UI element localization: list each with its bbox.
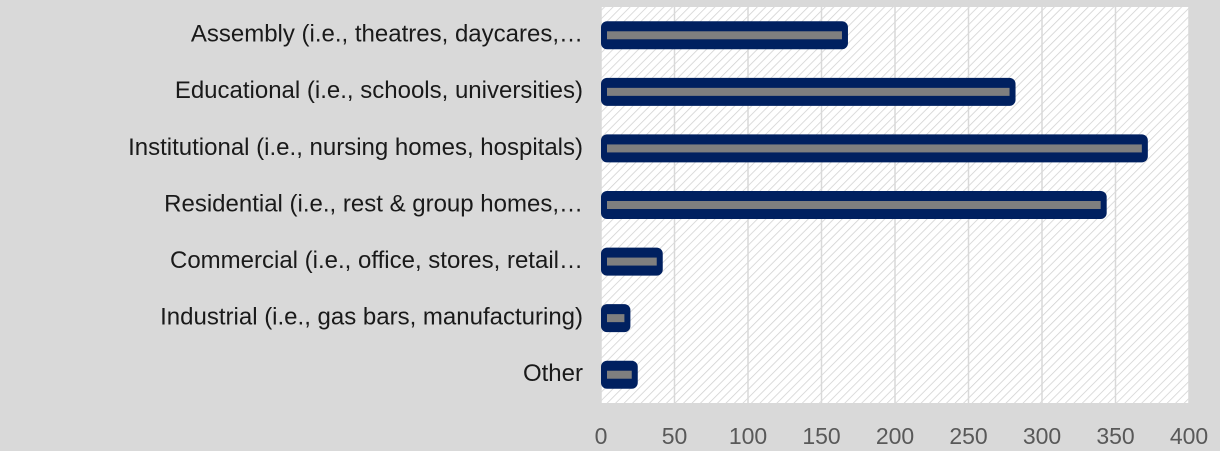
bar-highlight xyxy=(607,31,842,40)
bar-highlight xyxy=(607,257,657,266)
bar-highlight xyxy=(607,314,625,323)
bar-highlight xyxy=(607,87,1010,96)
y-tick-label: Institutional (i.e., nursing homes, hosp… xyxy=(128,134,583,161)
bar-highlight xyxy=(607,144,1142,153)
x-tick-label: 350 xyxy=(1096,423,1134,449)
x-tick-label: 0 xyxy=(595,423,608,449)
y-tick-label: Other xyxy=(523,360,583,387)
y-tick-label: Commercial (i.e., office, stores, retail… xyxy=(170,247,583,274)
bar-highlight xyxy=(607,370,632,379)
x-tick-label: 50 xyxy=(662,423,688,449)
y-tick-label: Industrial (i.e., gas bars, manufacturin… xyxy=(160,303,583,330)
x-tick-label: 400 xyxy=(1170,423,1208,449)
x-tick-label: 250 xyxy=(949,423,987,449)
x-tick-label: 150 xyxy=(802,423,840,449)
y-tick-label: Educational (i.e., schools, universities… xyxy=(175,77,583,104)
x-tick-label: 100 xyxy=(729,423,767,449)
x-tick-label: 200 xyxy=(876,423,914,449)
y-tick-label: Residential (i.e., rest & group homes,… xyxy=(164,190,583,217)
bar-highlight xyxy=(607,201,1101,209)
y-tick-label: Assembly (i.e., theatres, daycares,… xyxy=(191,21,583,48)
x-tick-label: 300 xyxy=(1023,423,1061,449)
